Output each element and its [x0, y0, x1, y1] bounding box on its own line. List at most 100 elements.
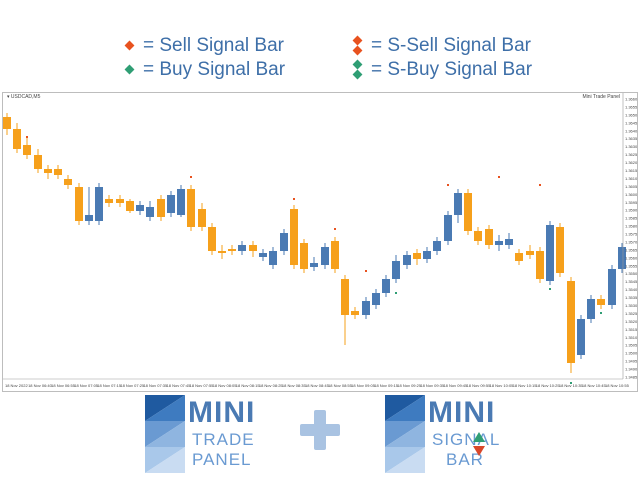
signal-marker [293, 198, 295, 200]
candle-body [198, 209, 206, 227]
time-tick-label: 18 Nov 07:05 [74, 383, 99, 388]
candle-body [75, 187, 83, 221]
candle-body [474, 231, 482, 241]
price-tick-label: 1.3505 [625, 343, 638, 348]
price-tick-label: 1.3550 [625, 271, 638, 276]
signal-marker [365, 270, 367, 272]
candle-body [290, 209, 298, 265]
candlestick-chart-svg[interactable]: 1.3660 1.3655 1.3650 1.3645 1.3640 1.3635 1.36… [3, 93, 639, 393]
candle-body [146, 207, 154, 217]
time-tick-label: 18 Nov 09:55 [467, 383, 492, 388]
candle-body [536, 251, 544, 279]
price-tick-label: 1.3650 [625, 112, 638, 117]
time-tick-label: 18 Nov 08:05 [213, 383, 238, 388]
price-tick-label: 1.3565 [625, 247, 638, 252]
candle-body [280, 233, 288, 251]
time-tick-label: 18 Nov 10:35 [559, 383, 584, 388]
price-tick-label: 1.3540 [625, 287, 638, 292]
price-tick-label: 1.3570 [625, 239, 638, 244]
signal-bar-logo-line1: MINI [428, 396, 496, 429]
buy-diamond-icon [124, 64, 135, 75]
candle-body [608, 269, 616, 305]
mini-signal-bar-logo: MINI SIGNAL BAR [380, 392, 540, 478]
signal-bar-logo-line3: BAR [446, 450, 484, 469]
signal-marker [539, 184, 541, 186]
price-tick-label: 1.3635 [625, 136, 638, 141]
price-tick-label: 1.3495 [625, 359, 638, 364]
trade-panel-logo-line2: TRADE [192, 430, 255, 449]
candle-body [444, 215, 452, 241]
candle-body [269, 251, 277, 265]
candle-body [238, 245, 246, 251]
time-tick-label: 18 Nov 08:45 [305, 383, 330, 388]
candle-body [157, 199, 165, 217]
candle-body [331, 241, 339, 269]
price-chart[interactable]: 1.3660 1.3655 1.3650 1.3645 1.3640 1.3635 1.36… [2, 92, 638, 392]
candle-body [44, 169, 52, 173]
price-tick-label: 1.3500 [625, 351, 638, 356]
candle-body [485, 229, 493, 245]
candle-body [310, 263, 318, 267]
price-tick-label: 1.3530 [625, 303, 638, 308]
price-tick-label: 1.3620 [625, 160, 638, 165]
candle-body [351, 311, 359, 315]
price-tick-label: 1.3525 [625, 311, 638, 316]
s-buy-signal-legend: = S-Buy Signal Bar [371, 59, 533, 80]
candle-body [218, 251, 226, 253]
candle-body [95, 187, 103, 221]
time-tick-label: 18 Nov 2022 [5, 383, 28, 388]
candle-body [64, 179, 72, 185]
signal-marker [447, 184, 449, 186]
time-tick-label: 18 Nov 09:45 [443, 383, 468, 388]
signal-bar-logo-line2: SIGNAL [432, 430, 501, 449]
candle-body [546, 225, 554, 281]
price-tick-label: 1.3545 [625, 279, 638, 284]
time-tick-label: 18 Nov 08:55 [328, 383, 353, 388]
candle-body [577, 319, 585, 355]
candle-body [372, 293, 380, 305]
time-tick-label: 18 Nov 08:15 [236, 383, 261, 388]
candle-body [167, 195, 175, 213]
candle-body [567, 281, 575, 363]
time-tick-label: 18 Nov 09:25 [397, 383, 422, 388]
candle-body [177, 189, 185, 215]
time-tick-label: 18 Nov 10:15 [513, 383, 538, 388]
trade-panel-logo-line3: PANEL [192, 450, 252, 469]
candle-body [259, 253, 267, 257]
time-tick-label: 18 Nov 09:15 [374, 383, 399, 388]
signal-marker [334, 228, 336, 230]
candle-body [403, 255, 411, 265]
price-tick-label: 1.3590 [625, 208, 638, 213]
candle-body [495, 241, 503, 245]
indicator-label[interactable]: Mini Trade Panel [582, 94, 620, 100]
price-tick-label: 1.3640 [625, 128, 638, 133]
time-tick-label: 18 Nov 07:45 [167, 383, 192, 388]
signal-marker [549, 288, 551, 290]
time-tick-label: 18 Nov 07:35 [143, 383, 168, 388]
signal-marker [600, 312, 602, 314]
price-tick-label: 1.3490 [625, 367, 638, 372]
time-tick-label: 18 Nov 10:45 [582, 383, 607, 388]
buy-signal-legend: = Buy Signal Bar [143, 59, 286, 80]
s-buy-diamond-icon-bottom [352, 69, 363, 80]
trade-panel-logo-line1: MINI [188, 396, 256, 429]
candle-body [515, 253, 523, 261]
time-tick-label: 18 Nov 06:40 [28, 383, 53, 388]
price-tick-label: 1.3580 [625, 224, 638, 229]
sell-diamond-icon [124, 40, 135, 51]
price-tick-label: 1.3595 [625, 200, 638, 205]
signal-marker [498, 176, 500, 178]
candle-body [413, 253, 421, 259]
signal-marker [395, 292, 397, 294]
candle-body [116, 199, 124, 203]
chart-symbol-label[interactable]: ▾ USDCAD,M5 [7, 94, 41, 100]
price-tick-label: 1.3600 [625, 192, 638, 197]
time-tick-label: 18 Nov 10:05 [490, 383, 515, 388]
price-tick-label: 1.3510 [625, 335, 638, 340]
s-buy-diamond-icon-top [352, 59, 363, 70]
time-tick-label: 18 Nov 10:25 [536, 383, 561, 388]
candle-body [126, 201, 134, 211]
price-tick-label: 1.3535 [625, 295, 638, 300]
candle-body [556, 227, 564, 273]
price-tick-label: 1.3630 [625, 144, 638, 149]
